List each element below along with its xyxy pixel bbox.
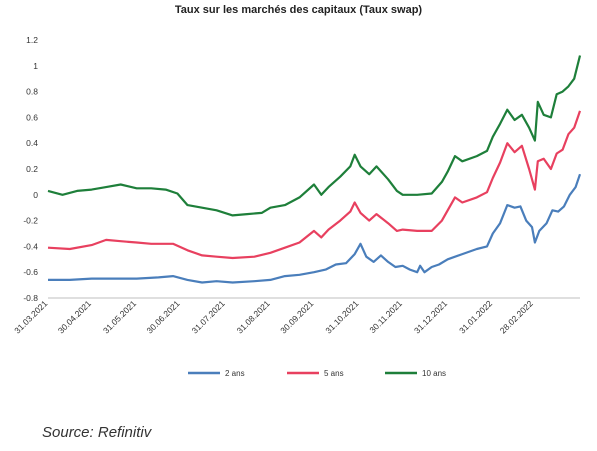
y-tick-label: 0.4 bbox=[26, 138, 38, 148]
x-tick-label: 30.06.2021 bbox=[145, 298, 182, 335]
y-tick-label: -0.6 bbox=[23, 267, 38, 277]
y-axis-ticks: 1.2 1 0.8 0.6 0.4 0.2 0 -0.2 -0.4 -0.6 -0.8 bbox=[23, 35, 38, 303]
legend-label: 10 ans bbox=[422, 369, 446, 378]
x-tick-label: 31.03.2021 bbox=[12, 298, 49, 335]
legend: 2 ans 5 ans 10 ans bbox=[188, 369, 446, 378]
y-tick-label: 1.2 bbox=[26, 35, 38, 45]
x-tick-label: 31.10.2021 bbox=[323, 298, 360, 335]
x-tick-label: 30.04.2021 bbox=[56, 298, 93, 335]
series-line-2-ans bbox=[48, 173, 582, 284]
chart-title: Taux sur les marchés des capitaux (Taux … bbox=[174, 4, 423, 16]
y-tick-label: 0 bbox=[33, 190, 38, 200]
series-lines bbox=[47, 55, 582, 284]
source-note: Source: Refinitiv bbox=[42, 424, 152, 441]
y-tick-label: 0.6 bbox=[26, 112, 38, 122]
y-tick-label: -0.4 bbox=[23, 241, 38, 251]
series-line-5-ans bbox=[47, 110, 582, 260]
series-line-10-ans bbox=[47, 55, 582, 217]
x-tick-label: 31.05.2021 bbox=[101, 298, 138, 335]
y-tick-label: -0.2 bbox=[23, 216, 38, 226]
y-tick-label: 0.2 bbox=[26, 164, 38, 174]
x-tick-label: 31.08.2021 bbox=[235, 298, 272, 335]
y-tick-label: -0.8 bbox=[23, 293, 38, 303]
y-tick-label: 1 bbox=[33, 61, 38, 71]
x-tick-label: 31.07.2021 bbox=[190, 298, 227, 335]
x-tick-label: 30.09.2021 bbox=[278, 298, 315, 335]
legend-label: 5 ans bbox=[324, 369, 344, 378]
x-tick-label: 28.02.2022 bbox=[498, 298, 535, 335]
y-tick-label: 0.8 bbox=[26, 87, 38, 97]
legend-label: 2 ans bbox=[225, 369, 245, 378]
x-axis-ticks: 31.03.2021 30.04.2021 31.05.2021 30.06.2021… bbox=[12, 298, 535, 335]
x-tick-label: 31.01.2022 bbox=[457, 298, 494, 335]
x-tick-label: 30.11.2021 bbox=[367, 298, 404, 335]
x-tick-label: 31.12.2021 bbox=[412, 298, 449, 335]
